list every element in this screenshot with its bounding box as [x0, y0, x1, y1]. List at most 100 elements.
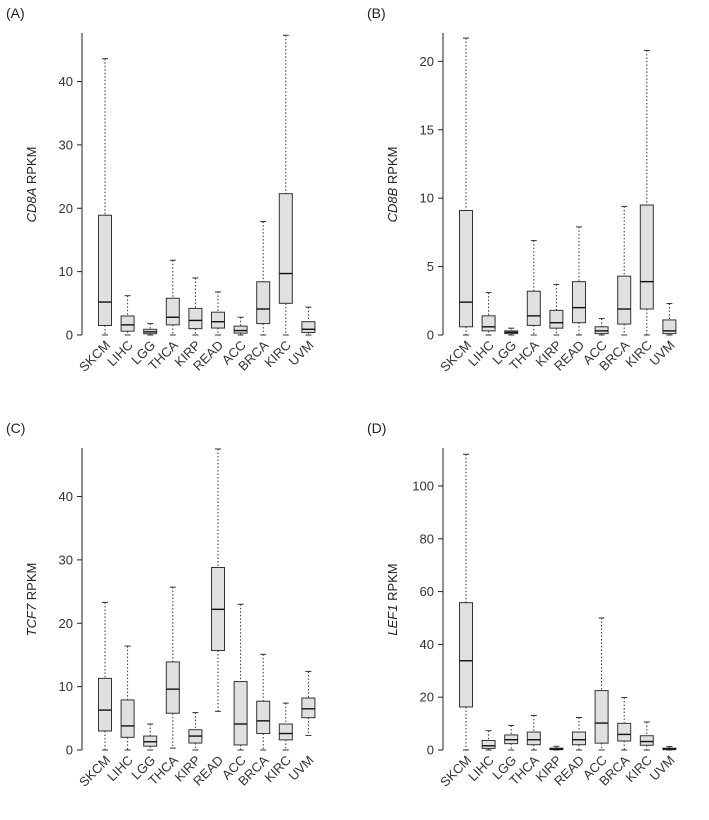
iqr-box — [301, 697, 316, 719]
box-acc — [233, 603, 248, 751]
y-tick-label: 0 — [427, 328, 434, 343]
iqr-box — [256, 700, 271, 735]
y-tick-label: 100 — [412, 478, 434, 493]
box-kirp — [188, 277, 203, 336]
y-tick-label: 0 — [427, 743, 434, 758]
iqr-box — [481, 315, 496, 332]
y-tick-label: 15 — [420, 122, 434, 137]
box-lgg — [143, 323, 158, 336]
box-uvm — [662, 746, 677, 751]
iqr-box — [233, 325, 248, 334]
y-tick-label: 40 — [59, 489, 73, 504]
box-kirp — [188, 712, 203, 751]
box-read — [211, 448, 225, 712]
iqr-box — [278, 723, 293, 741]
iqr-box — [526, 290, 541, 326]
y-tick-label: 30 — [59, 137, 73, 152]
iqr-box — [639, 204, 654, 310]
y-tick-label: 40 — [420, 637, 434, 652]
y-axis-label: LEF1 RPKM — [385, 563, 400, 635]
iqr-box — [98, 677, 112, 732]
iqr-box — [594, 690, 609, 744]
iqr-box — [459, 209, 473, 328]
iqr-box — [188, 307, 203, 330]
box-lihc — [481, 292, 496, 336]
box-acc — [233, 316, 248, 336]
iqr-box — [165, 661, 180, 714]
y-axis-gene: CD8A — [24, 188, 39, 223]
box-lihc — [481, 730, 496, 751]
y-tick-label: 20 — [420, 690, 434, 705]
box-thca — [165, 259, 180, 336]
box-kirc — [639, 721, 654, 751]
y-tick-label: 10 — [420, 191, 434, 206]
y-axis-unit: RPKM — [24, 563, 39, 604]
panel-label: (C) — [6, 420, 25, 436]
box-thca — [165, 586, 180, 749]
category-label: UVM — [285, 753, 316, 784]
box-acc — [594, 318, 609, 336]
iqr-box — [211, 311, 225, 329]
box-lgg — [504, 724, 519, 751]
box-skcm — [98, 601, 112, 751]
box-lihc — [120, 295, 135, 336]
box-lgg — [143, 723, 158, 751]
box-acc — [594, 617, 609, 751]
y-axis-label: TCF7 RPKM — [24, 563, 39, 637]
iqr-box — [301, 321, 316, 333]
y-axis-gene: TCF7 — [24, 603, 39, 636]
iqr-box — [572, 731, 586, 746]
box-kirc — [639, 49, 654, 336]
box-skcm — [459, 37, 473, 336]
iqr-box — [459, 602, 473, 708]
panel-label: (D) — [367, 420, 386, 436]
y-tick-label: 5 — [427, 259, 434, 274]
iqr-box — [526, 731, 541, 746]
iqr-box — [639, 735, 654, 746]
box-skcm — [98, 58, 112, 336]
y-axis-label: CD8A RPKM — [24, 147, 39, 223]
y-tick-label: 10 — [59, 264, 73, 279]
iqr-box — [617, 275, 632, 325]
iqr-box — [572, 281, 586, 324]
box-brca — [617, 696, 632, 751]
box-read — [211, 291, 225, 336]
box-kirc — [278, 34, 293, 336]
iqr-box — [233, 681, 248, 746]
box-uvm — [301, 306, 316, 336]
y-tick-label: 20 — [59, 201, 73, 216]
y-tick-label: 30 — [59, 552, 73, 567]
y-tick-label: 80 — [420, 531, 434, 546]
iqr-box — [617, 722, 632, 742]
box-thca — [526, 714, 541, 751]
y-tick-label: 60 — [420, 584, 434, 599]
y-tick-label: 10 — [59, 679, 73, 694]
box-kirc — [278, 702, 293, 751]
y-axis-gene: CD8B — [385, 187, 400, 222]
y-axis-unit: RPKM — [24, 147, 39, 188]
box-kirp — [549, 283, 564, 336]
category-label: UVM — [646, 338, 677, 369]
panel-label: (B) — [367, 5, 386, 21]
iqr-box — [165, 297, 180, 326]
box-read — [572, 717, 586, 751]
box-read — [572, 226, 586, 336]
box-uvm — [301, 670, 316, 736]
iqr-box — [256, 281, 271, 325]
y-axis-unit: RPKM — [385, 563, 400, 604]
iqr-box — [549, 309, 564, 329]
iqr-box — [120, 315, 135, 332]
category-label: UVM — [285, 338, 316, 369]
box-uvm — [662, 303, 677, 336]
panel-label: (A) — [6, 5, 25, 21]
box-lgg — [504, 327, 519, 336]
y-tick-label: 0 — [66, 328, 73, 343]
box-skcm — [459, 453, 473, 751]
box-brca — [617, 205, 632, 336]
box-brca — [256, 653, 271, 751]
